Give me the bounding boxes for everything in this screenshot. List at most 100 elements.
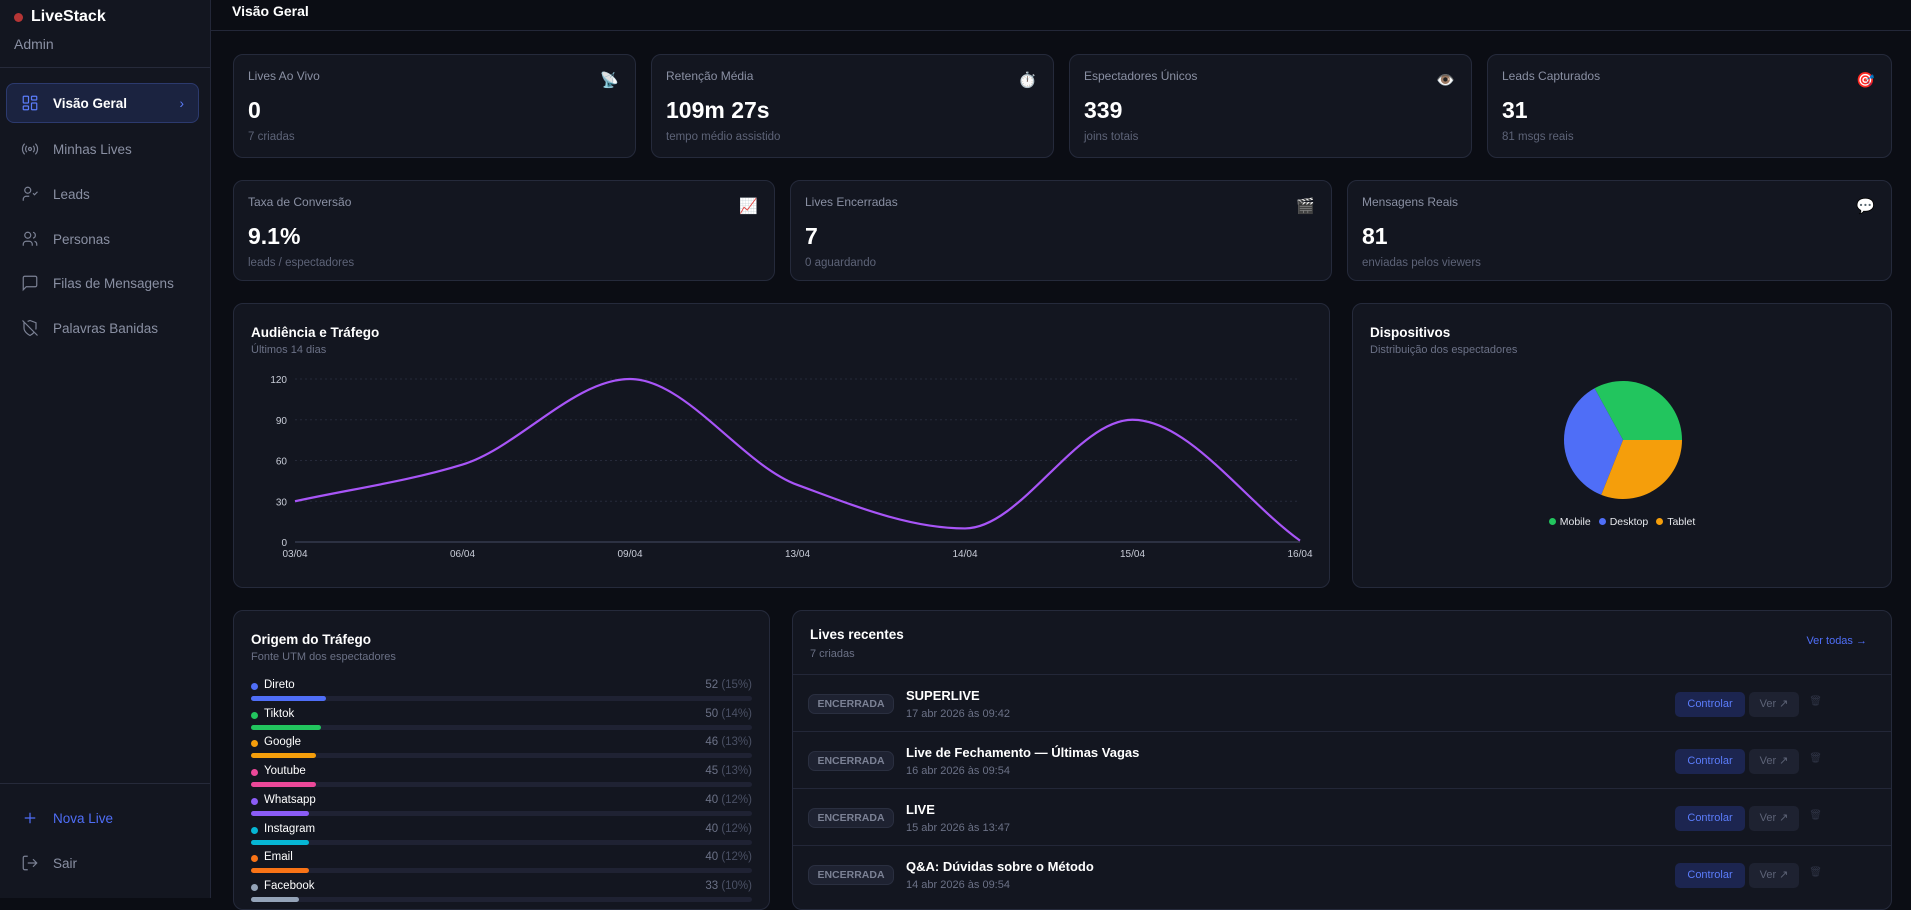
control-button[interactable]: Controlar xyxy=(1675,806,1745,831)
x-tick-label: 09/04 xyxy=(617,549,642,560)
source-color-dot xyxy=(251,797,258,805)
source-bar-track xyxy=(251,868,752,874)
live-name: LIVE xyxy=(906,802,935,817)
source-count: 45 (13%) xyxy=(705,765,752,777)
source-bar-fill xyxy=(251,753,317,759)
legend-label: Mobile xyxy=(1559,516,1591,528)
audience-line-series xyxy=(294,377,1301,542)
logout-label: Sair xyxy=(53,855,78,871)
delete-icon[interactable]: 🗑 xyxy=(1809,810,1822,821)
live-date: 16 abr 2026 às 09:54 xyxy=(906,765,1010,777)
pie-slice-desktop xyxy=(1564,388,1623,495)
sidebar-item-label: Minhas Lives xyxy=(53,141,132,157)
source-count-value: 40 xyxy=(705,851,719,864)
source-name: Facebook xyxy=(264,879,315,892)
source-count: 40 (12%) xyxy=(705,823,752,835)
stat-label: Taxa de Conversão xyxy=(248,195,352,209)
logout-icon xyxy=(22,855,38,871)
status-badge: ENCERRADA xyxy=(808,808,894,828)
source-count-value: 52 xyxy=(705,679,719,691)
legend-item: Mobile xyxy=(1548,516,1591,528)
recent-lives-subtitle: 7 criadas xyxy=(810,648,855,660)
control-button[interactable]: Controlar xyxy=(1675,692,1745,717)
x-tick-label: 15/04 xyxy=(1120,549,1145,560)
source-percent: (15%) xyxy=(721,679,752,691)
traffic-source-item: Tiktok 50 (14%) xyxy=(251,708,752,736)
sidebar-item-visao-geral[interactable]: Visão Geral › xyxy=(6,83,199,123)
sidebar-item-palavras-banidas[interactable]: Palavras Banidas xyxy=(6,308,199,348)
live-row[interactable]: ENCERRADA LIVE 15 abr 2026 às 13:47 Cont… xyxy=(793,788,1891,845)
sidebar-item-label: Visão Geral xyxy=(53,95,128,111)
shield-off-icon xyxy=(22,319,38,337)
traffic-source-item: Email 40 (12%) xyxy=(251,851,752,879)
new-live-button[interactable]: Nova Live xyxy=(6,798,199,838)
live-date: 14 abr 2026 às 09:54 xyxy=(906,879,1010,891)
source-bar-track xyxy=(251,810,752,816)
traffic-source-item: Direto 52 (15%) xyxy=(251,679,752,707)
view-button[interactable]: Ver ↗ xyxy=(1749,806,1799,831)
source-bar-fill xyxy=(251,839,309,845)
source-color-dot xyxy=(251,769,258,777)
view-button[interactable]: Ver ↗ xyxy=(1749,692,1799,717)
stat-card-lives-encerradas: Lives Encerradas 🎬 7 0 aguardando xyxy=(790,180,1332,281)
delete-icon[interactable]: 🗑 xyxy=(1809,753,1822,764)
stat-label: Leads Capturados xyxy=(1502,69,1601,83)
delete-icon[interactable]: 🗑 xyxy=(1809,867,1822,878)
view-button[interactable]: Ver ↗ xyxy=(1749,863,1799,888)
source-bar-track xyxy=(251,696,752,701)
user-check-icon xyxy=(22,186,38,201)
live-row[interactable]: ENCERRADA SUPERLIVE 17 abr 2026 às 09:42… xyxy=(793,674,1891,731)
sidebar-item-leads[interactable]: Leads xyxy=(6,174,199,214)
new-live-label: Nova Live xyxy=(53,810,114,826)
stat-card-lives-ao-vivo: Lives Ao Vivo 📡 0 7 criadas xyxy=(233,54,636,158)
stat-sub: 7 criadas xyxy=(248,131,295,143)
stat-label: Mensagens Reais xyxy=(1362,195,1459,209)
live-row[interactable]: ENCERRADA Q&A: Dúvidas sobre o Método 14… xyxy=(793,845,1891,902)
source-count-value: 45 xyxy=(705,765,719,778)
source-count: 52 (15%) xyxy=(705,679,752,691)
legend-swatch xyxy=(1598,518,1606,525)
source-count: 40 (12%) xyxy=(705,794,752,806)
traffic-source-item: Facebook 33 (10%) xyxy=(251,880,752,908)
source-percent: (12%) xyxy=(721,822,752,835)
source-percent: (12%) xyxy=(721,793,752,806)
devices-chart-card: Dispositivos Distribuição dos espectador… xyxy=(1352,303,1892,588)
control-button[interactable]: Controlar xyxy=(1675,749,1745,774)
live-dot-icon xyxy=(14,12,23,22)
source-name: Email xyxy=(264,851,293,864)
sidebar: LiveStack Admin Visão Geral › Minhas Live… xyxy=(0,0,211,898)
source-count: 40 (12%) xyxy=(705,851,752,863)
legend-swatch xyxy=(1548,518,1556,525)
stat-sub: 81 msgs reais xyxy=(1502,131,1574,143)
sidebar-item-filas-de-mensagens[interactable]: Filas de Mensagens xyxy=(6,263,199,303)
view-button[interactable]: Ver ↗ xyxy=(1749,749,1799,774)
sidebar-item-minhas-lives[interactable]: Minhas Lives xyxy=(6,129,199,169)
source-bar-fill xyxy=(251,724,322,730)
control-button[interactable]: Controlar xyxy=(1675,863,1745,888)
source-bar-track xyxy=(251,839,752,845)
source-count-value: 46 xyxy=(705,736,719,749)
y-tick-label: 90 xyxy=(276,416,288,427)
broadcast-icon xyxy=(21,143,39,155)
live-row[interactable]: ENCERRADA Live de Fechamento — Últimas V… xyxy=(793,731,1891,788)
target-icon: 🎯 xyxy=(1856,72,1875,89)
see-all-link[interactable]: Ver todas → xyxy=(1806,635,1867,647)
logout-button[interactable]: Sair xyxy=(6,843,199,883)
brand-name: LiveStack xyxy=(31,8,106,25)
status-badge: ENCERRADA xyxy=(808,751,894,771)
sidebar-item-label: Leads xyxy=(53,186,90,202)
pie-slice-tablet xyxy=(1601,440,1682,499)
stat-value: 9.1% xyxy=(248,223,301,249)
chart-subtitle: Distribuição dos espectadores xyxy=(1370,344,1518,356)
source-bar-track xyxy=(251,753,752,759)
live-name: SUPERLIVE xyxy=(906,688,980,703)
chart-up-icon: 📈 xyxy=(739,198,758,215)
source-color-dot xyxy=(251,826,258,834)
status-badge: ENCERRADA xyxy=(808,865,894,885)
sidebar-item-personas[interactable]: Personas xyxy=(6,219,199,259)
source-bar-track xyxy=(251,782,752,788)
message-square-icon xyxy=(22,275,38,292)
delete-icon[interactable]: 🗑 xyxy=(1809,696,1822,707)
stat-card-retencao-media: Retenção Média ⏱️ 109m 27s tempo médio ass… xyxy=(651,54,1054,158)
stat-value: 0 xyxy=(248,97,261,123)
